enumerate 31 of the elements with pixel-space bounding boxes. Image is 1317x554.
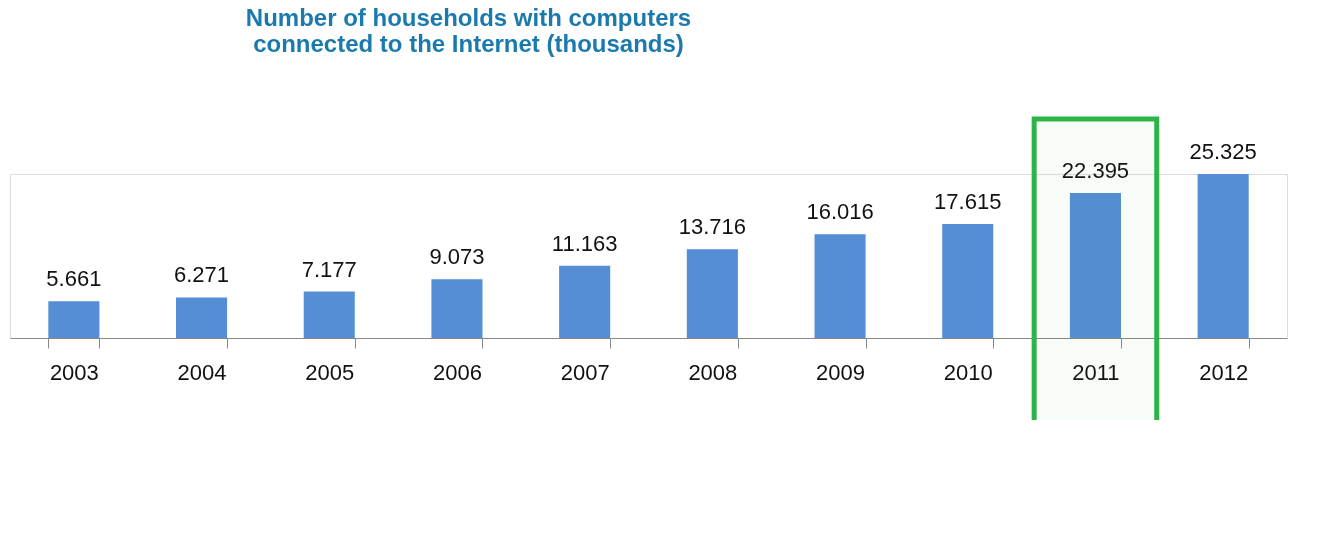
- bar: [48, 301, 100, 338]
- data-label: 22.395: [1061, 157, 1130, 183]
- x-tick-label: 2012: [1199, 359, 1249, 385]
- data-label: 5.661: [46, 266, 102, 292]
- bar: [559, 265, 611, 338]
- data-label: 25.325: [1189, 139, 1257, 164]
- x-tick-label: 2006: [432, 359, 482, 385]
- x-tick-label: 2004: [177, 359, 227, 385]
- data-label: 13.716: [678, 214, 746, 240]
- bar: [814, 234, 866, 338]
- bar: [303, 291, 355, 338]
- x-tick-label: 2011: [1072, 359, 1120, 385]
- bar: [431, 279, 483, 338]
- bar: [1197, 174, 1249, 338]
- x-tick-label: 2008: [688, 359, 738, 385]
- x-tick-label: 2007: [560, 359, 610, 385]
- bar: [942, 223, 994, 338]
- data-label: 16.016: [806, 199, 874, 225]
- data-label: 17.615: [934, 188, 1002, 214]
- bar: [686, 249, 738, 338]
- data-label: 6.271: [174, 262, 230, 288]
- x-tick-label: 2005: [305, 359, 355, 385]
- x-tick-label: 2009: [816, 359, 866, 385]
- data-label: 11.163: [551, 230, 618, 256]
- bar: [176, 297, 228, 338]
- x-tick-label: 2003: [49, 359, 99, 385]
- bar: [1069, 192, 1121, 338]
- x-tick-label: 2010: [943, 359, 993, 385]
- data-label: 9.073: [429, 244, 485, 270]
- data-label: 7.177: [301, 256, 357, 282]
- text: Number of households with computers: [245, 3, 692, 31]
